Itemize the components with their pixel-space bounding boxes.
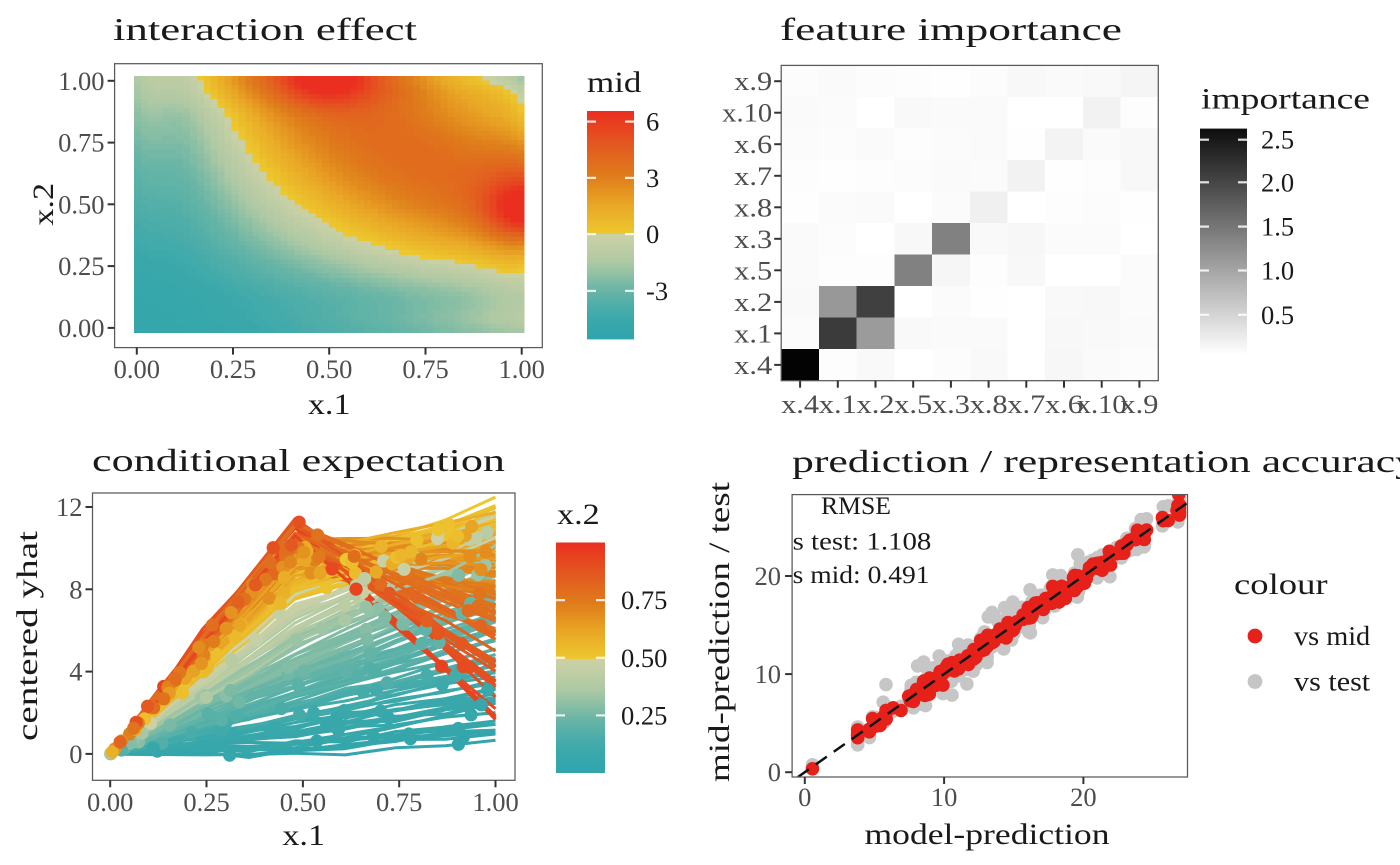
svg-text:x.1: x.1 [282, 819, 325, 852]
svg-text:x.5: x.5 [894, 389, 932, 419]
svg-text:x.2: x.2 [857, 389, 895, 419]
svg-text:mid-prediction / test: mid-prediction / test [703, 481, 736, 782]
svg-text:6: 6 [646, 107, 659, 137]
svg-text:x.7: x.7 [1007, 389, 1045, 419]
svg-text:20: 20 [755, 561, 782, 591]
svg-text:s mid: 0.491: s mid: 0.491 [793, 562, 930, 589]
svg-text:10: 10 [931, 782, 958, 812]
svg-text:x.8: x.8 [734, 192, 772, 222]
svg-text:8: 8 [69, 574, 82, 604]
svg-text:0.00: 0.00 [114, 354, 160, 384]
svg-text:x.1: x.1 [308, 388, 351, 421]
svg-text:0: 0 [768, 757, 781, 787]
svg-text:x.1: x.1 [734, 318, 772, 348]
svg-text:x.3: x.3 [932, 389, 970, 419]
svg-text:0.75: 0.75 [621, 585, 667, 615]
svg-text:colour: colour [1234, 568, 1328, 601]
svg-text:1.5: 1.5 [1261, 212, 1294, 242]
svg-text:0.00: 0.00 [58, 313, 104, 343]
svg-text:centered yhat: centered yhat [11, 530, 44, 741]
svg-text:s test: 1.108: s test: 1.108 [793, 529, 932, 556]
svg-text:4: 4 [69, 657, 82, 687]
svg-text:1.0: 1.0 [1261, 256, 1294, 286]
svg-text:0.25: 0.25 [621, 700, 667, 730]
svg-text:x.2: x.2 [734, 287, 772, 317]
svg-text:interaction effect: interaction effect [113, 12, 417, 47]
svg-text:20: 20 [1070, 782, 1097, 812]
svg-text:x.6: x.6 [1045, 389, 1083, 419]
svg-text:1.00: 1.00 [472, 787, 518, 817]
svg-text:0: 0 [798, 782, 811, 812]
svg-text:vs test: vs test [1294, 667, 1371, 697]
svg-text:0.50: 0.50 [621, 643, 667, 673]
svg-text:x.4: x.4 [734, 350, 772, 380]
svg-text:feature importance: feature importance [780, 12, 1122, 47]
svg-text:0.50: 0.50 [306, 354, 352, 384]
svg-text:x.1: x.1 [819, 389, 857, 419]
svg-text:0: 0 [69, 739, 82, 769]
svg-text:0.50: 0.50 [58, 189, 104, 219]
svg-text:x.4: x.4 [781, 389, 819, 419]
svg-text:0.75: 0.75 [58, 128, 104, 158]
svg-text:0.25: 0.25 [183, 787, 229, 817]
svg-text:1.00: 1.00 [58, 66, 104, 96]
svg-text:x.10: x.10 [722, 98, 772, 128]
svg-text:prediction / representation ac: prediction / representation accuracy [792, 444, 1400, 479]
svg-text:conditional expectation: conditional expectation [92, 443, 505, 478]
svg-text:1.00: 1.00 [499, 354, 545, 384]
svg-text:0.75: 0.75 [376, 787, 422, 817]
svg-text:mid: mid [587, 66, 641, 99]
svg-text:x.5: x.5 [734, 255, 772, 285]
svg-text:3: 3 [646, 163, 659, 193]
svg-text:x.9: x.9 [1120, 389, 1158, 419]
svg-text:10: 10 [755, 659, 782, 689]
svg-text:0.00: 0.00 [87, 787, 133, 817]
svg-text:0.50: 0.50 [280, 787, 326, 817]
svg-text:0: 0 [646, 219, 659, 249]
svg-text:x.8: x.8 [970, 389, 1008, 419]
svg-text:x.9: x.9 [734, 66, 772, 96]
svg-text:x.6: x.6 [734, 129, 772, 159]
svg-text:-3: -3 [646, 276, 668, 306]
svg-text:x.3: x.3 [734, 224, 772, 254]
svg-text:0.25: 0.25 [58, 251, 104, 281]
svg-text:model-prediction: model-prediction [865, 818, 1110, 851]
svg-text:2.0: 2.0 [1261, 167, 1294, 197]
svg-text:0.25: 0.25 [210, 354, 256, 384]
svg-text:x.7: x.7 [734, 161, 772, 191]
svg-text:x.2: x.2 [27, 183, 60, 226]
svg-text:12: 12 [56, 492, 83, 522]
svg-text:importance: importance [1201, 83, 1370, 116]
svg-text:x.2: x.2 [557, 498, 600, 531]
svg-text:vs mid: vs mid [1294, 621, 1371, 651]
svg-text:0.5: 0.5 [1261, 300, 1294, 330]
svg-text:x.10: x.10 [1077, 389, 1127, 419]
svg-text:0.75: 0.75 [402, 354, 448, 384]
svg-text:2.5: 2.5 [1261, 125, 1294, 155]
svg-text:RMSE: RMSE [821, 493, 891, 520]
